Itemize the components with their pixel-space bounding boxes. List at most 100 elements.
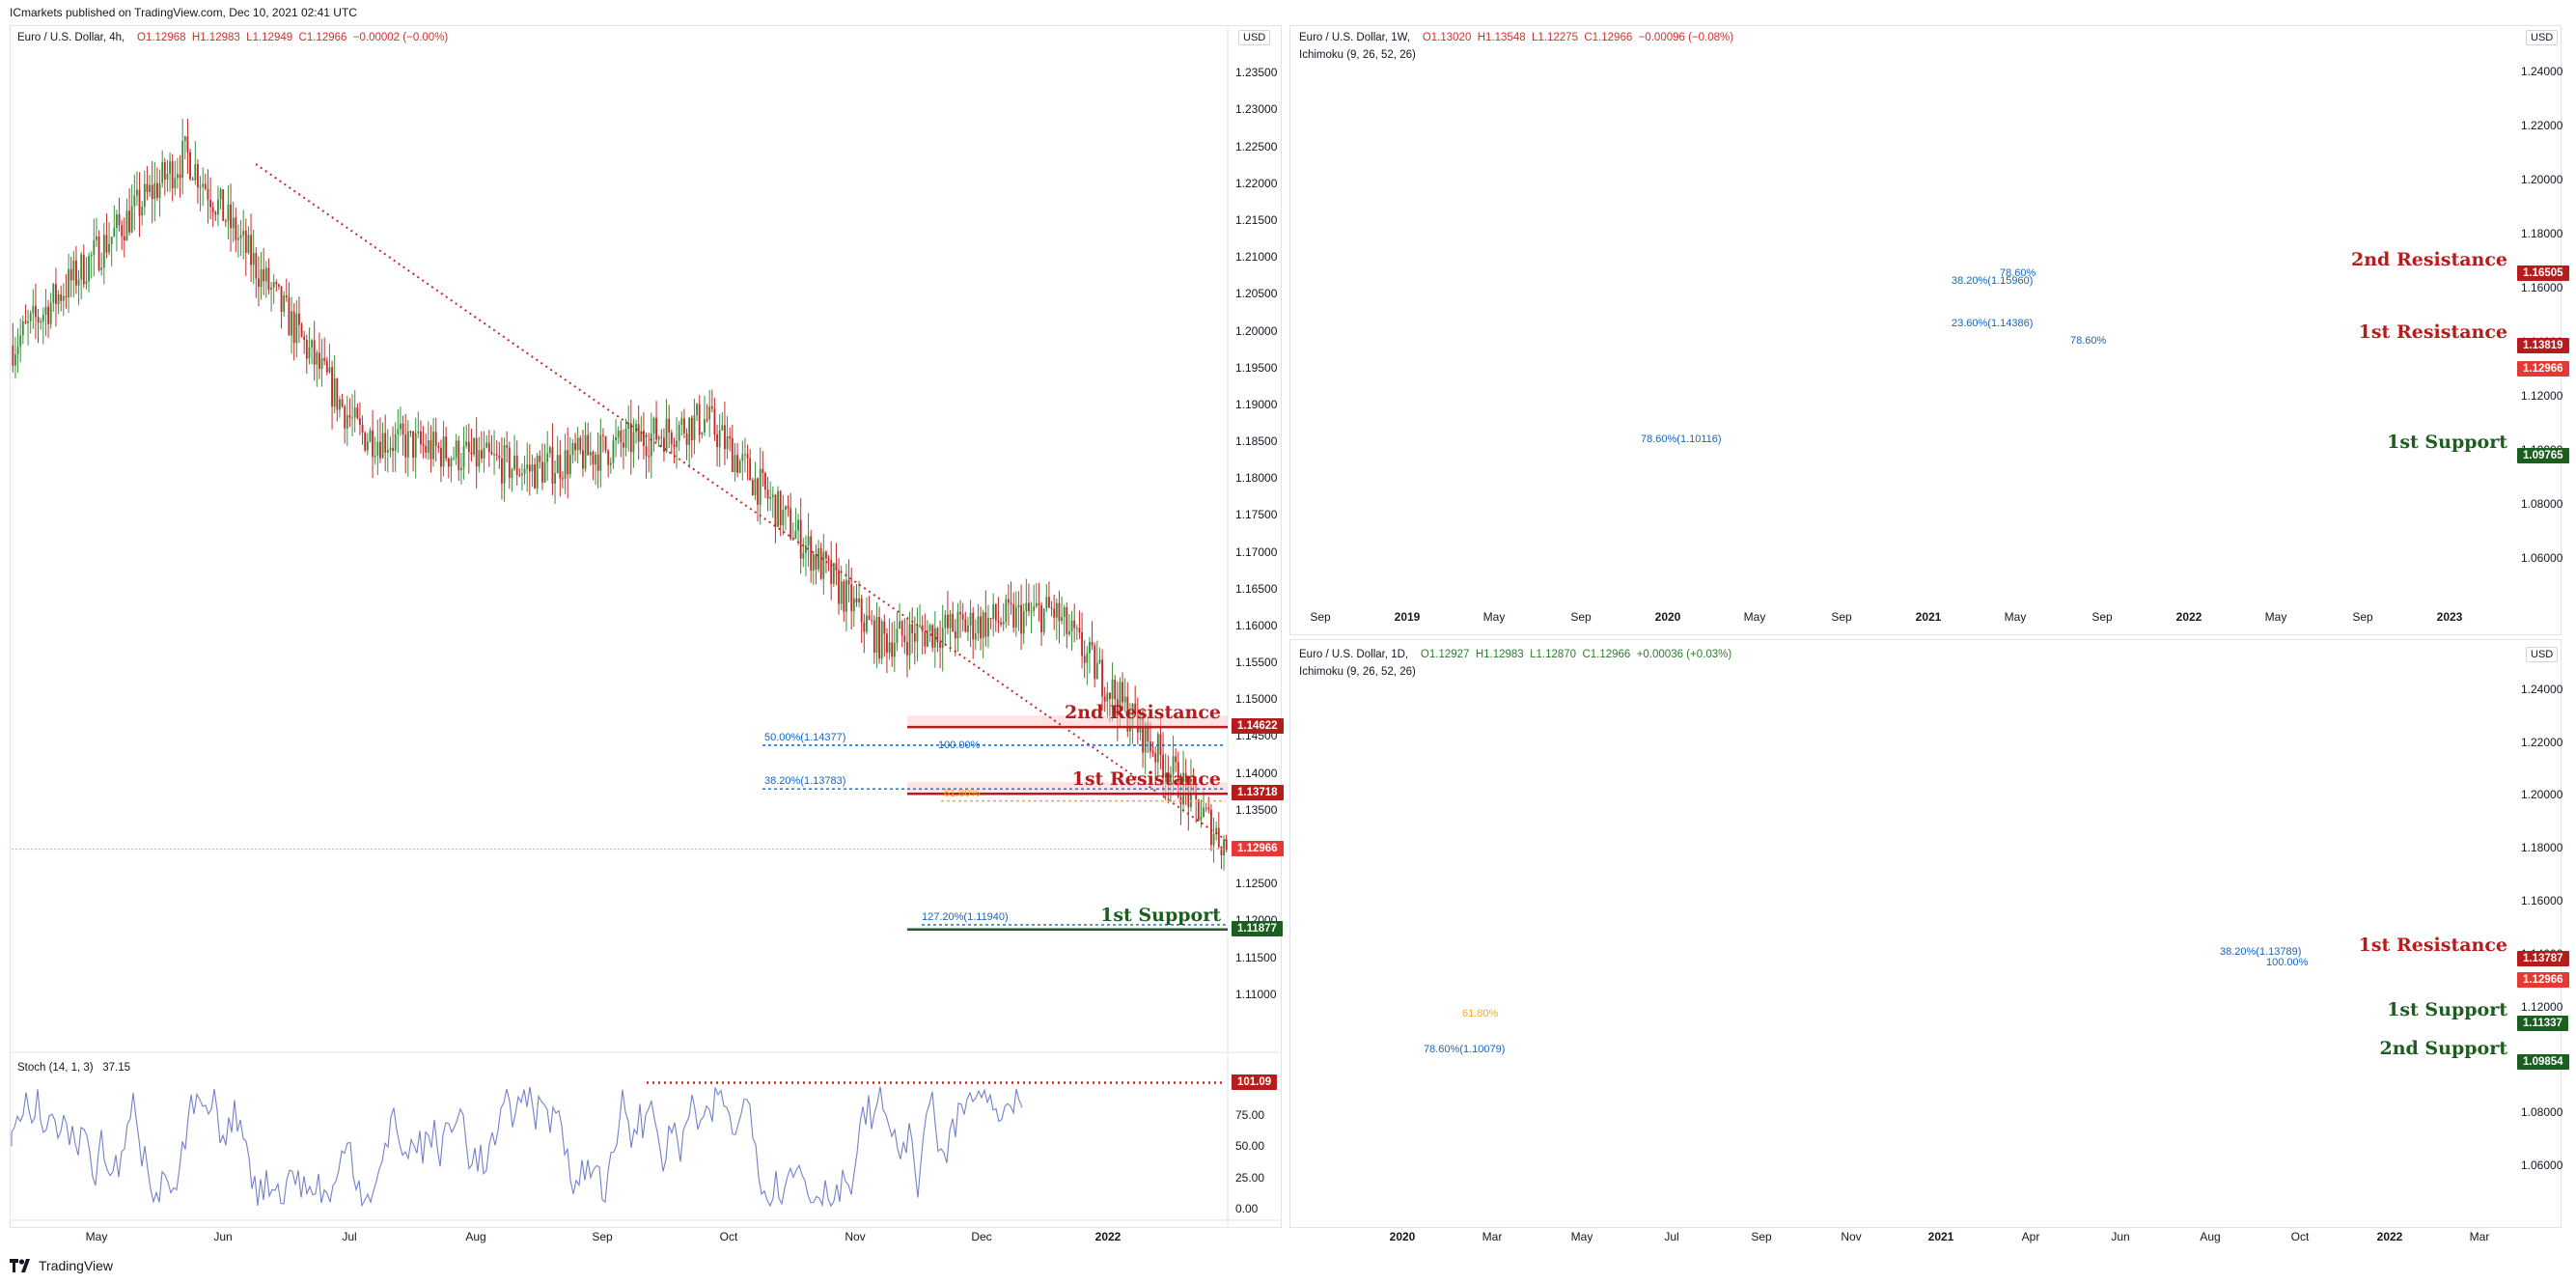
weekly-current-price-badge: 1.12966 <box>2517 360 2569 377</box>
left-candle-body <box>994 604 997 621</box>
left-candle-body <box>663 437 665 452</box>
left-candle-body <box>1205 807 1207 809</box>
left-candle-body <box>384 433 387 453</box>
left-candle-body <box>244 230 247 253</box>
left-candle-body <box>425 445 428 453</box>
left-candle-body <box>1094 645 1096 680</box>
left-candle-body <box>69 268 72 281</box>
left-candles <box>12 118 1228 871</box>
weekly-level-badge: 1.09765 <box>2517 447 2569 463</box>
left-price-tick: 1.14000 <box>1235 766 1278 780</box>
daily-chart-legend: Euro / U.S. Dollar, 1D, O1.12927 H1.1298… <box>1299 649 1731 660</box>
left-candle-body <box>392 447 394 452</box>
left-candle-body <box>924 631 927 647</box>
left-candle-body <box>759 468 762 505</box>
left-candle-body <box>539 455 541 462</box>
left-candle-body <box>939 642 941 649</box>
left-candle-body <box>402 423 404 435</box>
left-candle-body <box>969 612 972 626</box>
left-price-tick: 1.21500 <box>1235 212 1278 227</box>
left-candle-body <box>668 418 671 433</box>
left-candle-body <box>319 352 320 370</box>
daily-currency-button[interactable]: USD <box>2526 647 2559 662</box>
daily-fib-label: 61.80% <box>1462 1007 1499 1019</box>
left-candle-body <box>68 268 69 298</box>
left-candle-body <box>518 475 521 477</box>
left-candle-body <box>1156 734 1159 763</box>
daily-time-tick: 2020 <box>1389 1230 1416 1243</box>
left-fib-label: 100.00% <box>938 739 981 751</box>
left-candle-body <box>414 433 417 459</box>
left-candle-body <box>997 620 1000 623</box>
left-candle-body <box>548 447 551 454</box>
weekly-time-tick: May <box>2264 610 2287 624</box>
left-candle-body <box>817 548 819 570</box>
left-candle-body <box>211 207 214 212</box>
weekly-level-label: 1st Resistance <box>2358 321 2507 344</box>
stoch-legend: Stoch (14, 1, 3) 37.15 <box>17 1062 130 1074</box>
left-candle-body <box>1078 628 1081 632</box>
left-candle-body <box>125 210 128 240</box>
left-candle-body <box>906 642 908 656</box>
left-candle-body <box>822 551 825 579</box>
left-candle-body <box>116 214 118 228</box>
left-candle-body <box>830 560 833 584</box>
daily-chart-pane[interactable] <box>1289 639 2562 1228</box>
daily-time-tick: Oct <box>2290 1230 2310 1243</box>
left-candle-body <box>526 464 529 469</box>
left-candle-body <box>359 418 361 425</box>
left-candle-body <box>771 494 774 497</box>
left-candle-body <box>219 189 222 200</box>
daily-time-tick: May <box>1570 1230 1593 1243</box>
left-candle-body <box>1063 607 1066 618</box>
left-candle-body <box>450 458 453 467</box>
left-candle-body <box>1111 679 1114 700</box>
left-candle-body <box>908 624 911 656</box>
left-candle-body <box>467 441 470 453</box>
left-candle-body <box>250 235 252 265</box>
left-candle-body <box>199 186 202 188</box>
left-candle-body <box>1028 602 1030 612</box>
left-candle-body <box>37 317 40 323</box>
left-candle-body <box>224 220 227 222</box>
weekly-currency-button[interactable]: USD <box>2526 30 2559 45</box>
left-candle-body <box>88 256 90 282</box>
left-price-tick: 1.16000 <box>1235 618 1278 632</box>
left-candle-body <box>982 612 984 639</box>
left-candle-body <box>546 453 549 462</box>
left-candle-body <box>673 444 676 448</box>
left-candle-body <box>470 452 473 455</box>
left-candle-body <box>440 447 442 467</box>
left-level-badge: 1.13718 <box>1232 785 1284 801</box>
stoch-line <box>11 1086 1023 1208</box>
left-candle-body <box>237 237 239 240</box>
left-candle-body <box>214 211 217 215</box>
left-candle-body <box>827 558 830 561</box>
left-candle-body <box>637 424 640 442</box>
left-candle-body <box>696 404 698 416</box>
left-candle-body <box>478 450 481 467</box>
stoch-level-badge: 101.09 <box>1232 1074 1278 1090</box>
left-currency-button[interactable]: USD <box>1238 30 1271 45</box>
weekly-level-label: 1st Support <box>2387 431 2507 453</box>
left-candle-body <box>751 480 754 495</box>
daily-fib-label: 78.60%(1.10079) <box>1424 1044 1506 1056</box>
left-price-tick: 1.15000 <box>1235 692 1278 707</box>
left-candle-body <box>863 622 866 632</box>
left-candle-body <box>1220 846 1223 856</box>
left-candle-body <box>161 161 164 183</box>
left-time-tick: Dec <box>971 1230 992 1243</box>
left-candle-body <box>972 612 975 640</box>
weekly-chart-pane[interactable] <box>1289 25 2562 635</box>
left-candle-body <box>888 642 891 654</box>
left-candle-body <box>873 620 875 654</box>
footer-brand[interactable]: TradingView <box>10 1258 113 1273</box>
left-candle-body <box>819 548 822 579</box>
left-candle-body <box>1116 699 1119 717</box>
left-candle-body <box>29 313 32 321</box>
left-candle-body <box>536 455 539 488</box>
left-candle-body <box>386 450 389 453</box>
left-time-tick: Oct <box>719 1230 738 1243</box>
left-time-tick: May <box>85 1230 108 1243</box>
